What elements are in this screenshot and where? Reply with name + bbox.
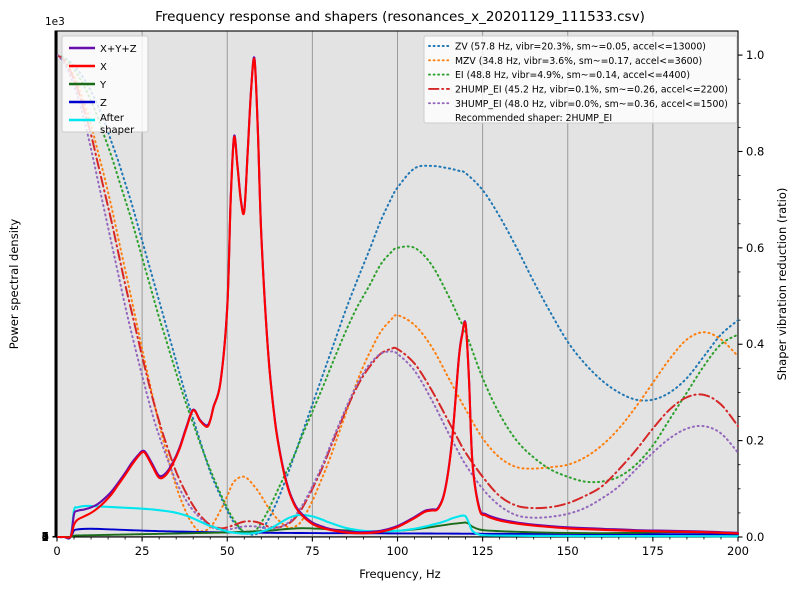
recommended-shaper-note: Recommended shaper: 2HUMP_EI <box>455 113 612 124</box>
legend-left-label[interactable]: After <box>100 113 125 124</box>
y-axis-right-label: Shaper vibration reduction (ratio) <box>775 188 789 381</box>
legend-right-label[interactable]: 3HUMP_EI (48.0 Hz, vibr=0.0%, sm~=0.36, … <box>455 99 728 110</box>
x-tick-label: 100 <box>387 544 409 558</box>
legend-right-label[interactable]: MZV (34.8 Hz, vibr=3.6%, sm~=0.17, accel… <box>455 56 702 67</box>
y-axis-left-label: Power spectral density <box>7 219 21 350</box>
x-tick-label: 25 <box>135 544 150 558</box>
y-right-tick-label: 0.6 <box>746 241 764 255</box>
legend-left-label[interactable]: Z <box>100 98 107 109</box>
legend-right-label[interactable]: EI (48.8 Hz, vibr=4.9%, sm~=0.14, accel<… <box>455 70 690 81</box>
y-left-tick-label: 7 <box>42 530 49 544</box>
x-tick-label: 200 <box>727 544 749 558</box>
y-right-tick-label: 0.8 <box>746 144 764 158</box>
x-tick-label: 150 <box>557 544 579 558</box>
y-right-tick-label: 0.4 <box>746 337 764 351</box>
y-right-tick-label: 0.0 <box>746 530 764 544</box>
legend-right-label[interactable]: 2HUMP_EI (45.2 Hz, vibr=0.1%, sm~=0.26, … <box>455 85 728 96</box>
x-axis-label: Frequency, Hz <box>359 567 440 581</box>
legend-left-label[interactable]: X+Y+Z <box>100 44 137 55</box>
page-title: Frequency response and shapers (resonanc… <box>155 9 645 25</box>
y-right-tick-label: 1.0 <box>746 48 764 62</box>
x-tick-label: 0 <box>53 544 60 558</box>
legend-right-label[interactable]: ZV (57.8 Hz, vibr=20.3%, sm~=0.05, accel… <box>455 42 706 53</box>
x-tick-label: 125 <box>472 544 494 558</box>
x-tick-label: 175 <box>642 544 664 558</box>
legend-left-label[interactable]: shaper <box>100 125 135 136</box>
legend-left-label[interactable]: X <box>100 62 107 73</box>
legend-left-label[interactable]: Y <box>99 80 107 91</box>
x-tick-label: 50 <box>220 544 235 558</box>
legend-right[interactable]: ZV (57.8 Hz, vibr=20.3%, sm~=0.05, accel… <box>424 36 737 124</box>
y-right-tick-label: 0.2 <box>746 434 764 448</box>
y-axis-offset-label: 1e3 <box>45 16 65 28</box>
x-tick-label: 75 <box>305 544 320 558</box>
